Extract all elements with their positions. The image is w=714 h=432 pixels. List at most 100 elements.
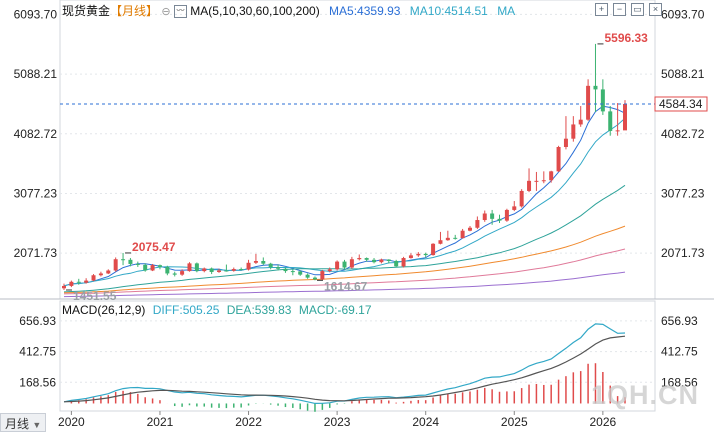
candle-down <box>364 258 369 260</box>
candle-down <box>268 263 273 268</box>
candle-up <box>534 180 539 182</box>
candle-up <box>98 273 103 276</box>
candle-up <box>445 237 450 241</box>
candle-up <box>512 206 517 210</box>
candle-down <box>224 270 229 272</box>
candle-up <box>335 261 340 270</box>
candle-up <box>556 147 561 172</box>
annotation-label: 1451.55 <box>73 289 117 303</box>
candle-up <box>202 268 207 272</box>
candle-down <box>143 264 148 271</box>
chevron-down-icon: ▼ <box>32 420 42 430</box>
candle-up <box>467 227 472 231</box>
macd-tick-right: 656.93 <box>661 314 698 328</box>
price-tick-right: 5088.21 <box>661 67 705 81</box>
ma5-value: MA5:4359.93 <box>329 4 401 18</box>
candle-down <box>497 218 502 221</box>
macd-dea: DEA:539.83 <box>226 303 292 317</box>
x-tick-label: 2021 <box>147 415 174 429</box>
candle-up <box>615 130 620 132</box>
chart-type-icon[interactable]: 〰 <box>173 5 187 19</box>
price-tick-left: 2071.73 <box>14 246 58 260</box>
ma5-line <box>63 105 626 287</box>
price-tick-right: 2071.73 <box>661 246 705 260</box>
ma200-line <box>63 271 626 298</box>
macd-diff: DIFF:505.25 <box>152 303 220 317</box>
candle-up <box>408 255 413 259</box>
candle-down <box>76 281 81 283</box>
candle-up <box>357 258 362 260</box>
expand-icon[interactable]: ▭ <box>631 3 644 16</box>
macd-tick-left: 412.75 <box>19 345 56 359</box>
zoom-out-icon[interactable]: − <box>613 3 626 16</box>
candle-up <box>401 258 406 267</box>
indicator-settings-icon[interactable]: ⊖ <box>161 6 171 18</box>
candle-up <box>431 243 436 256</box>
main-plot-border <box>59 0 656 300</box>
macd-tick-right: 168.56 <box>661 375 698 389</box>
macd-plot-border <box>59 300 656 412</box>
candle-up <box>217 270 222 272</box>
annotation-label: 2075.47 <box>132 240 176 254</box>
candle-down <box>372 259 377 263</box>
candle-up <box>349 259 354 268</box>
close-icon[interactable]: × <box>649 3 662 16</box>
candle-up <box>379 259 384 263</box>
price-tick-right: 3077.23 <box>661 186 705 200</box>
macd-tick-left: 656.93 <box>19 314 56 328</box>
price-axis: 6093.70 6093.70 5088.21 5088.21 4082.72 4082.… <box>14 7 705 260</box>
candle-up <box>460 230 465 239</box>
candle-up <box>541 180 546 182</box>
candle-down <box>608 111 613 131</box>
candle-down <box>157 265 162 267</box>
candle-up <box>106 270 111 274</box>
candle-up <box>150 265 155 271</box>
macd-panel: 656.93 656.93 412.75 412.75 168.56 168.56 <box>19 314 698 412</box>
candle-up <box>482 213 487 221</box>
candle-up <box>475 220 480 228</box>
dea-line <box>63 335 626 403</box>
candle-up <box>84 280 89 283</box>
candle-down <box>305 274 310 278</box>
candle-down <box>290 271 295 273</box>
price-tick-left: 4082.72 <box>14 127 58 141</box>
price-annotations: 4584.34 5596.33 2075.47 1451.55 1614.67 <box>60 31 708 303</box>
candle-up <box>231 269 236 271</box>
candle-up <box>549 171 554 181</box>
candle-down <box>276 267 281 269</box>
candle-up <box>320 271 325 280</box>
candle-up <box>586 85 591 120</box>
x-tick-label: 2026 <box>590 415 617 429</box>
candle-down <box>194 263 199 272</box>
candle-down <box>593 85 598 90</box>
price-tick-right: 4082.72 <box>661 127 705 141</box>
ma30-line <box>63 184 626 293</box>
candle-down <box>135 263 140 265</box>
candle-up <box>327 269 332 272</box>
candle-down <box>423 253 428 256</box>
candle-down <box>209 268 214 272</box>
candle-up <box>253 261 258 263</box>
candle-up <box>527 180 532 191</box>
candle-down <box>298 271 303 275</box>
price-tick-left: 6093.70 <box>14 7 58 21</box>
candle-up <box>504 209 509 221</box>
zoom-in-icon[interactable]: + <box>595 3 608 16</box>
ma-more: MA <box>497 4 516 18</box>
x-tick-label: 2020 <box>58 415 85 429</box>
candle-up <box>519 190 524 207</box>
period-button[interactable]: 月线 ▼ <box>0 413 47 432</box>
candle-up <box>571 124 576 139</box>
x-tick-label: 2024 <box>412 415 439 429</box>
candle-up <box>438 240 443 244</box>
current-price-label: 4584.34 <box>659 97 703 111</box>
macd-tick-left: 168.56 <box>19 375 56 389</box>
x-tick-label: 2025 <box>501 415 528 429</box>
candle-down <box>394 261 399 267</box>
price-tick-right: 6093.70 <box>661 7 705 21</box>
candles-group <box>62 43 627 291</box>
candle-up <box>187 263 192 272</box>
macd-label: MACD(26,12,9) <box>62 303 146 317</box>
chart-header: 现货黄金【月线】 ⊖ 〰 MA(5,10,30,60,100,200) MA5:… <box>62 2 515 19</box>
candle-down <box>165 266 170 274</box>
